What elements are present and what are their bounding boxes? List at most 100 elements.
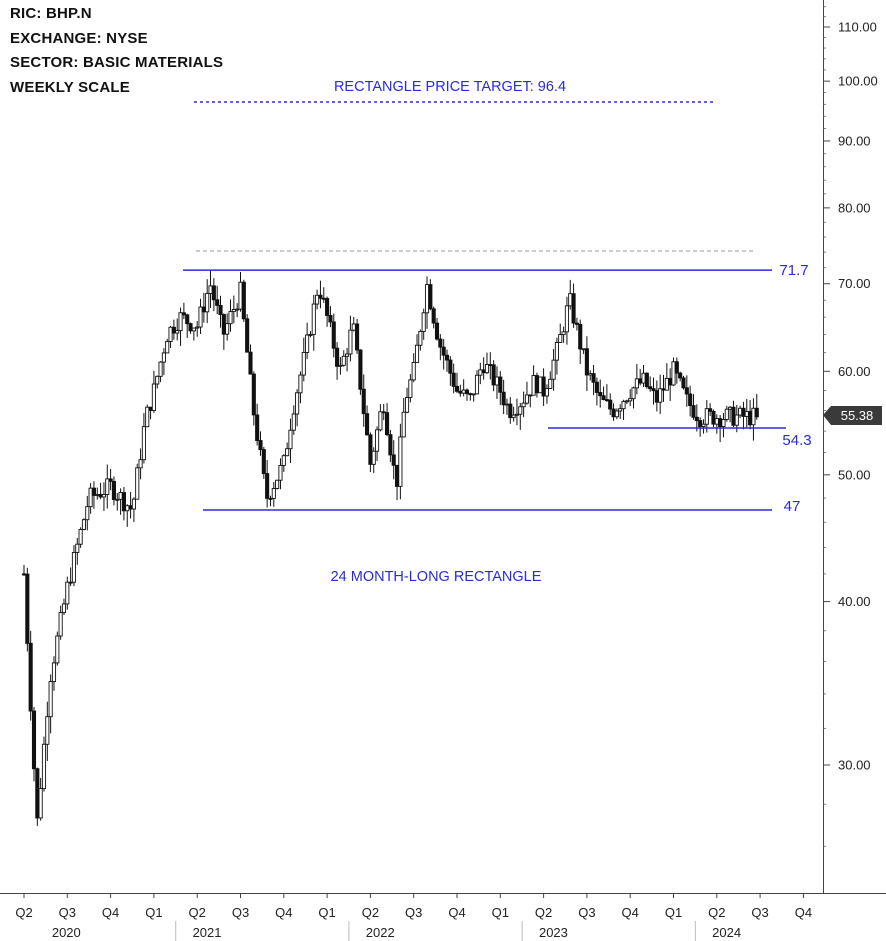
- candle-body: [108, 478, 113, 482]
- candle-body: [431, 308, 436, 324]
- candle-body: [601, 395, 606, 401]
- candle-body: [301, 351, 306, 376]
- candle-body: [315, 294, 320, 305]
- candle-body: [398, 436, 403, 487]
- candle-body: [538, 376, 543, 394]
- candle-body: [681, 377, 686, 389]
- candle-body: [135, 467, 140, 500]
- candle-body: [338, 364, 343, 367]
- candle-body: [88, 487, 93, 508]
- x-quarter-label: Q2: [708, 905, 725, 920]
- candle-body: [484, 364, 490, 374]
- candle-body: [448, 359, 453, 374]
- axis-labels: 110.00 100.00 90.00 80.00 70.00 60.00 50.00 40.…: [15, 20, 877, 941]
- candle-body: [68, 581, 73, 584]
- candle-body: [494, 376, 500, 386]
- candle-body: [511, 414, 516, 419]
- candle-body: [698, 420, 703, 428]
- candle-body: [215, 299, 220, 306]
- candle-body: [28, 642, 33, 712]
- candle-body: [714, 418, 719, 425]
- x-quarter-label: Q4: [448, 905, 465, 920]
- candle-body: [248, 351, 253, 375]
- candle-body: [624, 400, 629, 403]
- candle-body: [201, 306, 206, 313]
- candle-body: [355, 323, 360, 351]
- x-quarter-label: Q4: [622, 905, 639, 920]
- candle-body: [41, 743, 47, 790]
- candle-body: [165, 341, 170, 354]
- x-year-label: 2024: [712, 925, 741, 940]
- candle-body: [81, 519, 87, 530]
- candle-body: [678, 372, 683, 379]
- candle-body: [235, 308, 240, 311]
- candle-body: [155, 375, 160, 385]
- candle-body: [458, 390, 463, 394]
- candle-body: [231, 309, 236, 313]
- candle-body: [588, 373, 593, 376]
- candle-body: [305, 334, 310, 353]
- ric-label: RIC: BHP.N: [10, 5, 92, 22]
- candle-body: [618, 408, 623, 412]
- candle-body: [468, 393, 473, 396]
- candle-body: [641, 372, 646, 384]
- candle-body: [185, 314, 190, 325]
- last-price-value: 55.38: [841, 408, 874, 423]
- candle-body: [671, 361, 676, 386]
- candle-body: [598, 392, 603, 397]
- candle-body: [228, 311, 233, 325]
- candle-body: [181, 312, 186, 316]
- candle-body: [368, 434, 373, 465]
- candle-body: [718, 418, 723, 428]
- candle-body: [554, 342, 559, 361]
- candle-body: [501, 391, 506, 406]
- y-tick-label: 110.00: [838, 20, 877, 35]
- candle-body: [265, 473, 270, 499]
- candle-body: [291, 413, 296, 431]
- candle-body: [121, 492, 126, 512]
- candle-body: [125, 505, 130, 512]
- candle-body: [105, 478, 110, 495]
- candle-body: [328, 315, 333, 323]
- candle-body: [275, 479, 280, 489]
- candle-body: [245, 318, 250, 353]
- candle-body: [35, 768, 40, 819]
- candle-body: [361, 388, 366, 415]
- candle-body: [205, 293, 210, 313]
- candle-body: [614, 410, 619, 418]
- candle-body: [178, 312, 183, 332]
- candle-body: [674, 361, 679, 374]
- candle-body: [434, 322, 440, 340]
- candle-body: [688, 393, 693, 407]
- candle-body: [95, 494, 100, 496]
- y-tick-label: 80.00: [838, 200, 871, 215]
- candle-body: [508, 403, 513, 419]
- candle-body: [211, 285, 216, 301]
- candle-body: [111, 480, 116, 500]
- x-quarter-label: Q3: [59, 905, 76, 920]
- candle-body: [51, 662, 57, 683]
- candle-body: [551, 359, 556, 380]
- candle-body: [325, 298, 330, 316]
- axis-ticks: [23, 6, 830, 941]
- sector-label: SECTOR: BASIC MATERIALS: [10, 54, 224, 71]
- x-quarter-label: Q3: [751, 905, 768, 920]
- candle-body: [208, 285, 213, 294]
- candle-body: [571, 293, 576, 324]
- candle-body: [241, 281, 246, 320]
- candle-body: [38, 788, 43, 819]
- x-quarter-label: Q1: [318, 905, 335, 920]
- candle-body: [684, 387, 689, 395]
- x-quarter-label: Q2: [15, 905, 32, 920]
- candle-body: [308, 333, 313, 336]
- x-quarter-label: Q2: [189, 905, 206, 920]
- candle-body: [408, 379, 413, 398]
- candle-body: [335, 347, 340, 367]
- candle-body: [351, 323, 356, 331]
- level-lines: 71.7 47 54.3: [183, 101, 812, 515]
- candle-body: [394, 464, 400, 487]
- candle-body: [481, 369, 486, 374]
- candle-body: [411, 361, 416, 381]
- price-target-annotation: RECTANGLE PRICE TARGET: 96.4: [334, 79, 566, 95]
- candle-body: [504, 403, 510, 406]
